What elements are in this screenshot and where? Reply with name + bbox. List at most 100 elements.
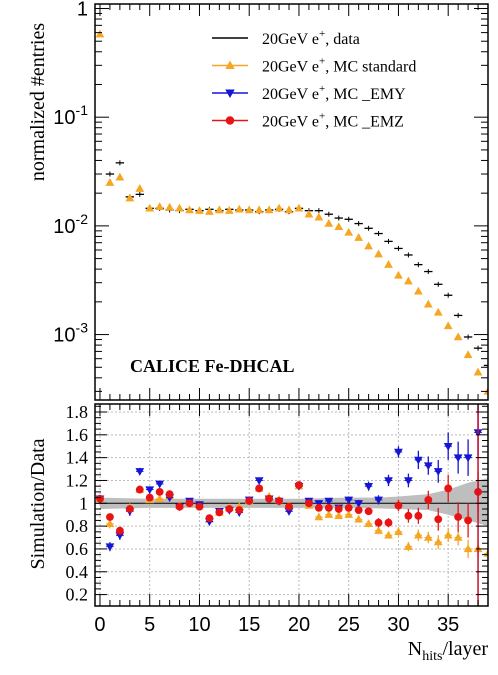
mc-standard-ratio-point	[423, 532, 433, 541]
mc-standard-point	[453, 332, 463, 341]
mc-emz-ratio-point	[384, 518, 393, 527]
mc-emz-ratio-point	[454, 513, 463, 521]
mc-standard-point	[344, 227, 354, 236]
mc-emz-ratio-point	[125, 505, 134, 513]
top-frame	[94, 3, 489, 401]
mc-emy-ratio-point	[423, 462, 433, 471]
mc-standard-point	[304, 209, 314, 218]
mc-standard-point	[244, 205, 254, 214]
mc-standard-ratio-point	[354, 514, 364, 523]
mc-emy-ratio-point	[284, 508, 294, 516]
mc-emz-ratio-point	[314, 503, 323, 512]
mc-emz-ratio-point	[265, 494, 274, 503]
mc-emz-ratio-point	[404, 511, 413, 520]
mc-emy-ratio-point	[374, 496, 383, 505]
mc-emy-ratio-point	[463, 454, 473, 463]
x-tick-label: 15	[238, 614, 260, 636]
mc-emy-ratio-point	[384, 477, 393, 486]
mc-emy-ratio-point	[145, 486, 155, 495]
legend-marker	[225, 60, 235, 69]
mc-standard-point	[413, 286, 423, 295]
mc-standard-point	[394, 270, 403, 279]
mc-emy-ratio-point	[155, 480, 165, 489]
mc-standard-ratio-point	[413, 530, 423, 539]
x-tick-label: 35	[437, 614, 459, 636]
mc-emz-ratio-point	[334, 505, 343, 513]
mc-standard-point	[443, 321, 453, 330]
mc-emz-ratio-point	[245, 497, 254, 505]
mc-emz-ratio-point	[145, 493, 154, 502]
mc-emz-ratio-point	[115, 526, 124, 535]
y-tick-label: 10-3	[53, 320, 88, 347]
mc-emy-ratio-point	[105, 543, 115, 552]
mc-emz-ratio-point	[165, 490, 174, 499]
mc-standard-ratio-point	[404, 542, 413, 550]
mc-emz-ratio-point	[135, 485, 144, 494]
mc-standard-ratio-point	[155, 494, 165, 502]
legend-marker	[225, 89, 235, 98]
mc-emz-ratio-point	[295, 481, 303, 489]
y-tick-label: 1.4	[66, 448, 89, 468]
mc-standard-point	[374, 249, 383, 258]
mc-emy-ratio-point	[324, 497, 334, 506]
y-tick-label: 0.4	[66, 562, 89, 582]
mc-standard-point	[423, 299, 433, 308]
mc-emz-ratio-point	[106, 513, 114, 521]
mc-standard-point	[254, 205, 264, 214]
mc-emy-ratio-point	[433, 468, 443, 476]
mc-standard-point	[334, 222, 344, 231]
mc-standard-point	[433, 307, 443, 316]
mc-standard-point	[145, 203, 155, 212]
legend-entry: 20GeV e+, MC _EMZ	[212, 111, 404, 131]
mc-standard-point	[404, 276, 413, 285]
mc-emz-ratio-point	[444, 484, 453, 493]
mc-standard-point	[185, 205, 194, 214]
mc-emy-ratio-point	[115, 532, 125, 540]
legend-entry: 20GeV e+, MC standard	[212, 56, 416, 76]
mc-standard-ratio-point	[453, 532, 463, 541]
y-tick-label: 1.8	[66, 402, 89, 422]
mc-emz-ratio-point	[424, 495, 433, 504]
mc-emz-ratio-point	[285, 502, 293, 511]
mc-emz-ratio-point	[185, 499, 194, 508]
mc-standard-ratio-point	[463, 544, 473, 553]
mc-standard-point	[125, 193, 135, 202]
legend-label: 20GeV e+, MC _EMZ	[262, 111, 404, 131]
mc-emy-ratio-point	[443, 443, 453, 451]
mc-emz-ratio-point	[305, 499, 313, 508]
mc-emy-ratio-point	[354, 500, 364, 508]
mc-emz-ratio-point	[275, 497, 283, 505]
y-tick-label: 1.2	[66, 470, 89, 490]
legend: 20GeV e+, data 20GeV e+, MC standard 20GeV…	[212, 28, 416, 131]
mc-emy-ratio-point	[344, 496, 354, 505]
mc-standard-point	[354, 233, 364, 241]
y-tick-label: 1	[77, 0, 88, 20]
y-tick-label: 10-2	[53, 211, 88, 238]
mc-emy-ratio-point	[394, 448, 403, 457]
mc-emz-ratio-point	[344, 503, 353, 512]
bottom-frame	[94, 403, 489, 607]
mc-emz-ratio-point	[464, 516, 473, 525]
mc-standard-point	[175, 203, 184, 212]
mc-standard-point	[324, 218, 334, 227]
mc-standard-point	[483, 386, 488, 395]
mc-emz-ratio-point	[205, 514, 214, 523]
mc-standard-point	[384, 260, 393, 268]
mc-standard-point	[115, 172, 125, 181]
mc-emz-ratio-point	[414, 511, 423, 520]
mc-emz-ratio-point	[255, 484, 264, 493]
mc-standard-ratio-point	[314, 512, 324, 521]
mc-emy-ratio-point	[364, 482, 373, 491]
mc-emy-ratio-point	[453, 454, 463, 463]
x-tick-label: 10	[188, 614, 210, 636]
mc-standard-point	[274, 203, 284, 212]
mc-standard-ratio-point	[105, 519, 115, 528]
mc-emz-ratio-point	[195, 502, 204, 511]
mc-emz-ratio-point	[354, 506, 363, 515]
legend-marker	[225, 116, 235, 125]
legend-entry: 20GeV e+, data	[212, 28, 360, 48]
xlabel-sub: hits	[422, 649, 442, 664]
mc-standard-point	[364, 241, 373, 250]
x-tick-label: 20	[288, 614, 310, 636]
